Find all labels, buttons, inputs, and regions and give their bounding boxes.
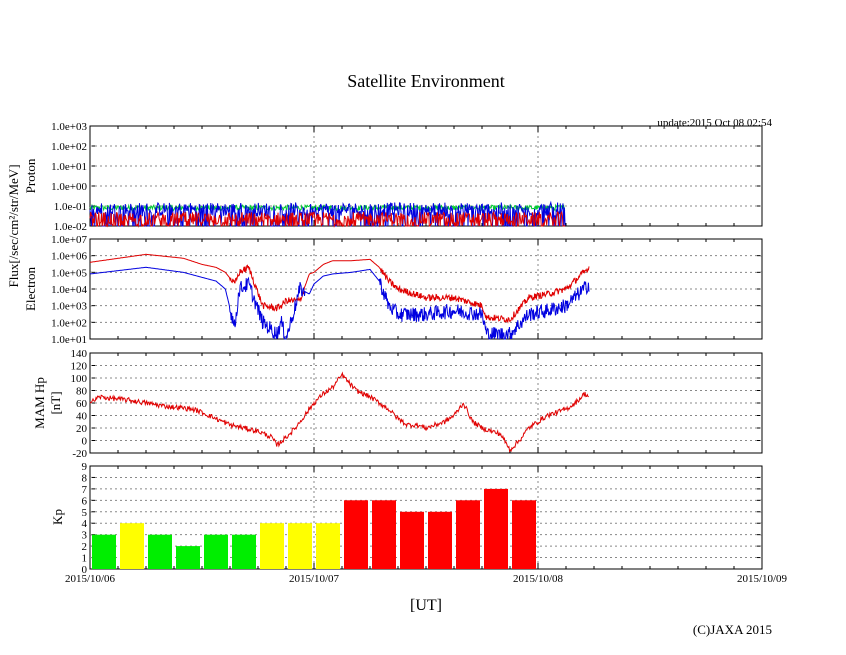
proton-label: Proton: [23, 158, 38, 193]
proton-ytick-label: 1.0e+00: [51, 181, 87, 193]
proton-ytick-label: 1.0e-02: [54, 221, 87, 233]
electron-label: Electron: [23, 266, 38, 311]
x-tick-label: 2015/10/09: [737, 573, 788, 585]
electron-series-blue: [90, 266, 590, 341]
proton-series-blue: [89, 200, 566, 227]
kp-ytick-label: 8: [82, 472, 88, 484]
electron-ytick-label: 1.0e+01: [51, 334, 87, 346]
mam_hp-ytick-label: 0: [82, 436, 88, 448]
kp-bar: [400, 511, 424, 569]
electron-ytick-label: 1.0e+04: [51, 284, 87, 296]
electron-ytick-label: 1.0e+03: [51, 301, 87, 313]
kp-ytick-label: 0: [82, 564, 88, 576]
mam_hp-ytick-label: 120: [71, 361, 88, 373]
kp-bar: [176, 546, 200, 569]
kp-ytick-label: 2: [82, 541, 88, 553]
electron-series-red: [89, 253, 590, 324]
kp-ytick-label: 7: [82, 484, 88, 496]
x-tick-label: 2015/10/06: [65, 573, 116, 585]
mam_hp-ytick-label: 20: [76, 423, 88, 435]
kp-ytick-label: 3: [82, 530, 88, 542]
kp-bar: [92, 534, 116, 569]
mam_hp-ytick-label: -20: [72, 448, 87, 460]
kp-bar: [456, 500, 480, 569]
kp-ytick-label: 1: [82, 553, 88, 565]
kp-bar: [484, 488, 508, 569]
mam_hp-ytick-label: 60: [76, 398, 88, 410]
kp-bar: [428, 511, 452, 569]
electron-ytick-label: 1.0e+05: [51, 267, 87, 279]
kp-label: Kp: [50, 509, 65, 525]
electron-ytick-label: 1.0e+06: [51, 251, 87, 263]
mam_hp-ytick-label: 140: [71, 348, 88, 360]
mam-hp-unit-label: [nT]: [48, 391, 63, 414]
kp-bar: [512, 500, 536, 569]
mam_hp-ytick-label: 80: [76, 386, 88, 398]
electron-ytick-label: 1.0e+02: [51, 317, 87, 329]
x-tick-label: 2015/10/07: [289, 573, 340, 585]
mam_hp-ytick-label: 100: [71, 373, 88, 385]
proton-ytick-label: 1.0e-01: [54, 201, 87, 213]
proton-ytick-label: 1.0e+02: [51, 141, 87, 153]
mam_hp-ytick-label: 40: [76, 411, 88, 423]
kp-bar: [260, 523, 284, 569]
proton-ytick-label: 1.0e+01: [51, 161, 87, 173]
kp-bar: [232, 534, 256, 569]
copyright: (C)JAXA 2015: [693, 622, 772, 637]
kp-bar: [288, 523, 312, 569]
chart-title: Satellite Environment: [347, 71, 504, 91]
kp-ytick-label: 6: [82, 495, 88, 507]
kp-ytick-label: 9: [82, 461, 88, 473]
flux-axis-label: Flux[/sec/cm²/str/MeV]: [6, 164, 21, 287]
kp-bar: [344, 500, 368, 569]
kp-bar: [120, 523, 144, 569]
x-axis-label: [UT]: [410, 597, 442, 614]
kp-bar: [316, 523, 340, 569]
x-tick-label: 2015/10/08: [513, 573, 564, 585]
kp-ytick-label: 5: [82, 507, 88, 519]
kp-bar: [148, 534, 172, 569]
kp-bar: [372, 500, 396, 569]
kp-bar: [204, 534, 228, 569]
panels: 1.0e-02 1.0e-01 1.0e+00 1.0e+01 1.0e+02 1.0e+…: [6, 121, 788, 585]
proton-series-red: [89, 210, 566, 228]
proton-ytick-label: 1.0e+03: [51, 121, 87, 133]
electron-ytick-label: 1.0e+07: [51, 234, 87, 246]
mam-hp-label: MAM Hp: [32, 377, 47, 429]
mam-hp-series: [89, 371, 589, 453]
update-timestamp: update:2015 Oct 08 02:54: [657, 117, 772, 129]
kp-ytick-label: 4: [82, 518, 88, 530]
